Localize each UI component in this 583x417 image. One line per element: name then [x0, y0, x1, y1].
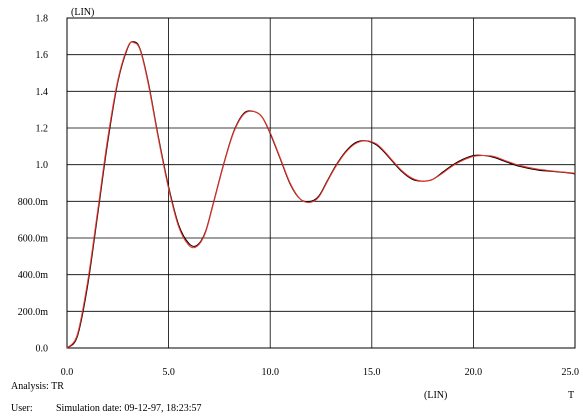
simulation-date: Simulation date: 09-12-97, 18:23:57	[56, 403, 202, 414]
y-tick-labels: 0.0 200.0m 400.0m 600.0m 800.0m 1.0 1.2 1.4 1.6 1…	[18, 14, 49, 355]
x-tick-label-4: 20.0	[465, 367, 483, 378]
y-tick-label-6: 1.2	[36, 124, 49, 135]
y-tick-label-2: 400.0m	[18, 270, 49, 281]
analysis-line: Analysis: TR	[11, 381, 64, 392]
y-tick-label-8: 1.6	[36, 50, 49, 61]
series-line-0	[66, 41, 576, 349]
x-tick-label-1: 5.0	[162, 367, 175, 378]
y-tick-label-1: 200.0m	[18, 307, 49, 318]
x-scale-label: (LIN)	[424, 390, 447, 401]
x-tick-label-0: 0.0	[61, 367, 74, 378]
series-lines	[66, 41, 576, 349]
x-tick-label-3: 15.0	[363, 367, 381, 378]
x-tick-label-5: 25.0	[562, 367, 580, 378]
y-tick-label-3: 600.0m	[18, 234, 49, 245]
y-tick-label-5: 1.0	[36, 160, 49, 171]
y-tick-label-7: 1.4	[36, 87, 49, 98]
y-tick-label-9: 1.8	[36, 14, 49, 25]
plot-frame	[66, 17, 576, 349]
y-tick-label-4: 800.0m	[18, 197, 49, 208]
y-tick-label-0: 0.0	[36, 344, 49, 355]
grid-lines	[66, 17, 576, 349]
user-label: User:	[11, 403, 33, 414]
x-tick-label-2: 10.0	[261, 367, 279, 378]
x-axis-label: T	[568, 390, 574, 401]
y-scale-label: (LIN)	[71, 7, 94, 18]
x-tick-labels: 0.0 5.0 10.0 15.0 20.0 25.0	[61, 367, 579, 378]
series-line-1	[66, 41, 576, 349]
